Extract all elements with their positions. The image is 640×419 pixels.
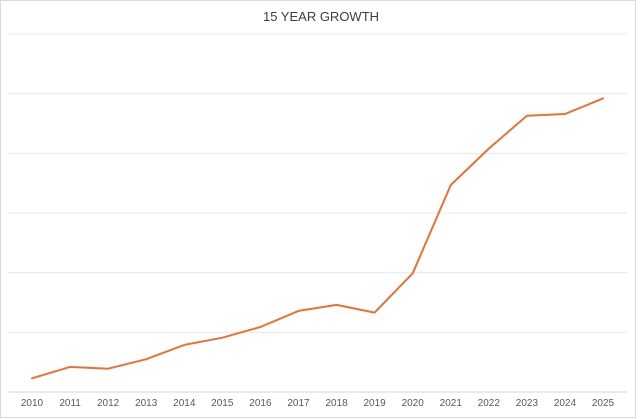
x-tick-label: 2021: [440, 398, 463, 409]
x-tick-label: 2023: [516, 398, 539, 409]
x-tick-label: 2010: [21, 398, 44, 409]
x-tick-label: 2012: [97, 398, 120, 409]
x-tick-label: 2015: [211, 398, 234, 409]
x-tick-label: 2011: [59, 398, 81, 409]
x-tick-label: 2018: [325, 398, 348, 409]
x-tick-label: 2019: [363, 398, 386, 409]
x-tick-label: 2017: [287, 398, 310, 409]
x-axis-tick-labels: 2010 2011 2012 2013 2014 2015 2016 2017 2018 2019…: [21, 398, 615, 409]
gridlines: [8, 33, 627, 333]
x-tick-label: 2013: [135, 398, 158, 409]
x-tick-label: 2014: [173, 398, 196, 409]
x-tick-label: 2020: [402, 398, 425, 409]
x-tick-label: 2024: [554, 398, 577, 409]
x-tick-label: 2016: [249, 398, 272, 409]
x-tick-label: 2022: [478, 398, 501, 409]
chart-title: 15 YEAR GROWTH: [263, 9, 379, 24]
growth-line-series: [31, 97, 604, 380]
x-tick-label: 2025: [592, 398, 615, 409]
